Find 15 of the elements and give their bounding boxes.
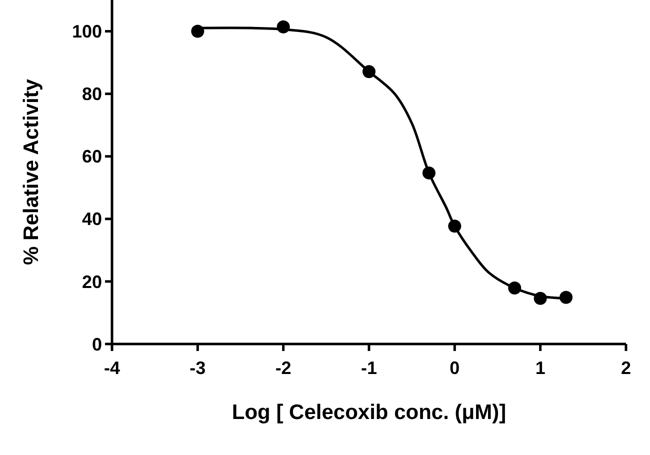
y-tick-label: 100 xyxy=(72,22,102,42)
x-tick-label: -2 xyxy=(275,358,292,378)
x-axis-title: Log [ Celecoxib conc. (μM)] xyxy=(232,401,506,424)
y-axis-title: % Relative Activity xyxy=(20,78,43,265)
y-tick-label: 40 xyxy=(82,209,102,230)
x-tick-label: -3 xyxy=(190,358,206,378)
y-tick-label: 80 xyxy=(82,84,102,104)
x-tick-label: 0 xyxy=(450,358,460,378)
x-tick-label: -1 xyxy=(360,358,378,378)
y-tick-label: 60 xyxy=(82,146,102,167)
x-tick-label: -4 xyxy=(104,358,120,378)
y-tick-label: 0 xyxy=(92,334,102,354)
y-tick-label: 20 xyxy=(82,272,102,292)
x-tick-label: 2 xyxy=(620,358,632,378)
x-tick-label: 1 xyxy=(535,358,546,378)
